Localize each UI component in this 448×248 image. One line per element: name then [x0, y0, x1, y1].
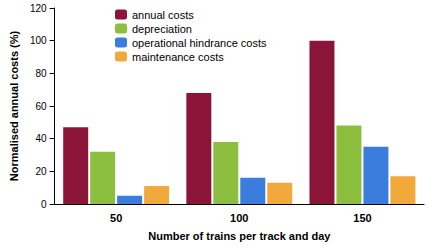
svg-text:50: 50 [110, 212, 122, 224]
svg-text:0: 0 [41, 199, 47, 210]
svg-text:Number of trains per track and: Number of trains per track and day [148, 230, 331, 242]
svg-text:60: 60 [35, 101, 47, 112]
svg-text:150: 150 [353, 212, 371, 224]
svg-text:40: 40 [35, 133, 47, 144]
svg-text:120: 120 [30, 3, 47, 14]
svg-text:100: 100 [30, 35, 47, 46]
svg-text:annual costs: annual costs [132, 9, 194, 21]
svg-text:100: 100 [230, 212, 248, 224]
svg-text:80: 80 [35, 68, 47, 79]
svg-text:operational hindrance costs: operational hindrance costs [132, 37, 267, 49]
svg-text:maintenance costs: maintenance costs [132, 51, 224, 63]
svg-text:Normalised annual costs (%): Normalised annual costs (%) [8, 30, 20, 181]
svg-text:depreciation: depreciation [132, 23, 192, 35]
svg-text:20: 20 [35, 166, 47, 177]
